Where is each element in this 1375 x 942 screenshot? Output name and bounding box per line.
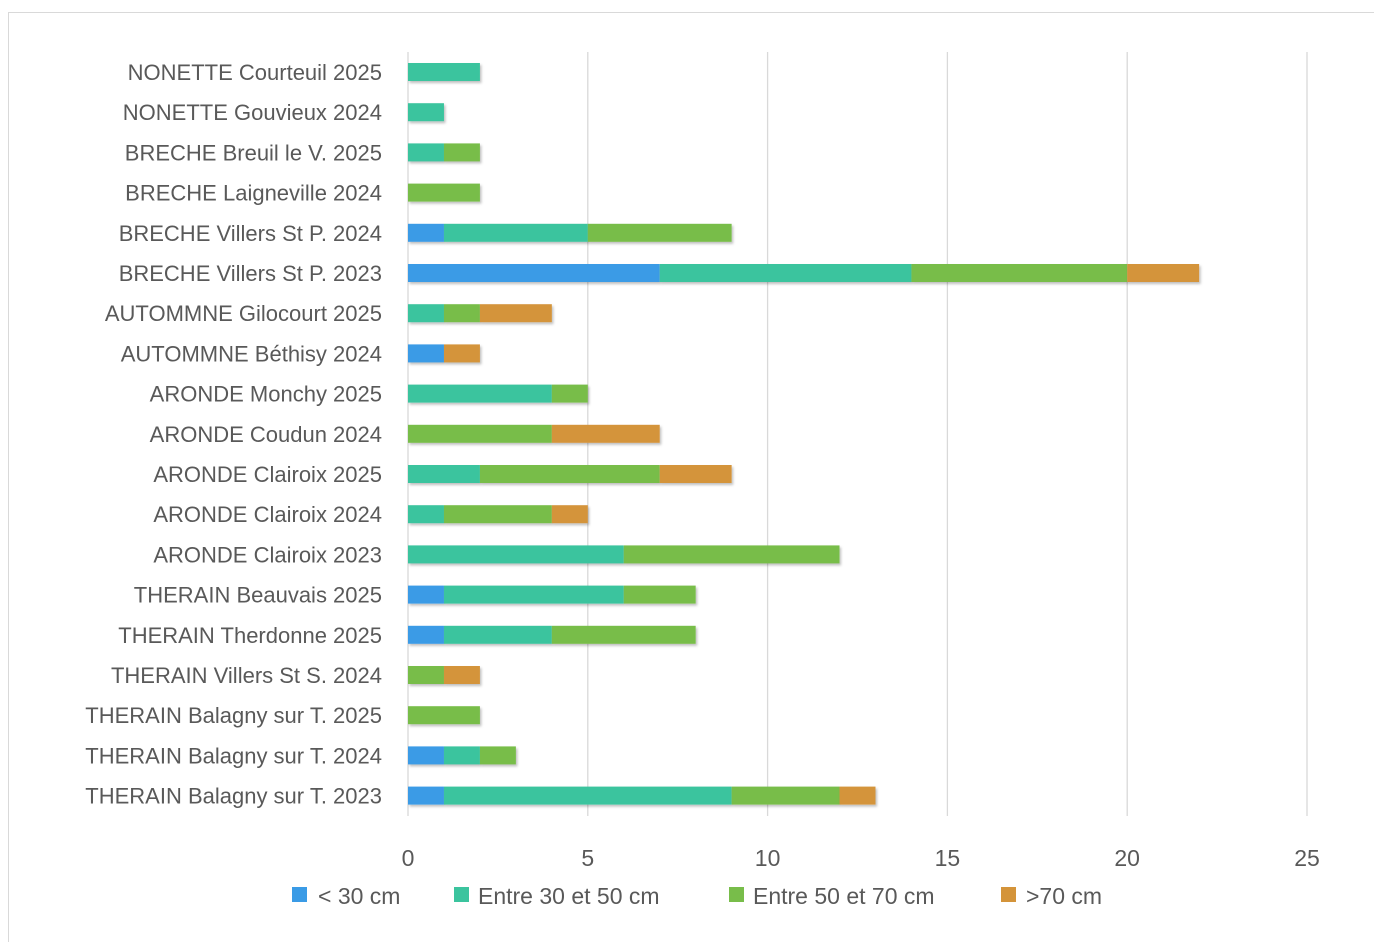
category-label: BRECHE Laigneville 2024 (125, 181, 382, 206)
bar-segment (408, 183, 480, 202)
bar-segment (479, 746, 516, 765)
category-label: BRECHE Villers St P. 2024 (119, 221, 382, 246)
category-label: NONETTE Courteuil 2025 (128, 60, 382, 85)
category-label: ARONDE Clairoix 2023 (153, 542, 382, 567)
legend-swatch (454, 887, 469, 902)
bar-segment (408, 143, 444, 162)
bar-segment (408, 63, 480, 81)
bar-segment (408, 424, 552, 443)
bar-segment (443, 625, 552, 644)
bar-segment (408, 706, 480, 725)
category-label: THERAIN Villers St S. 2024 (111, 663, 382, 688)
bar-segment (443, 304, 480, 323)
bar-segment (479, 465, 660, 483)
legend-label: < 30 cm (318, 883, 400, 909)
bar-segment (551, 625, 696, 644)
bar-segment (408, 384, 552, 403)
bar-segment (551, 505, 588, 524)
bar-segment (443, 344, 480, 363)
bar-segment (551, 424, 660, 443)
bar-segment (408, 344, 444, 363)
category-label: NONETTE Gouvieux 2024 (123, 100, 382, 125)
chart-frame (8, 12, 1374, 942)
bar-segment (479, 304, 552, 323)
bar-segment (659, 465, 732, 483)
bar-segment (408, 465, 480, 483)
bar-segment (839, 786, 876, 805)
x-tick-label: 10 (755, 845, 781, 871)
bar-segment (623, 585, 696, 604)
legend-swatch (729, 887, 744, 902)
bar-segment (623, 545, 840, 564)
bar-segment (443, 746, 480, 765)
bar-segment (443, 585, 624, 604)
x-axis-tick-labels: 0 5 10 15 20 25 (402, 845, 1320, 871)
bar-segment (408, 666, 444, 684)
legend-label: Entre 30 et 50 cm (478, 883, 660, 909)
bar-segment (408, 223, 444, 242)
bar-segment (443, 143, 480, 162)
bar-segment (551, 384, 588, 403)
category-label: BRECHE Breuil le V. 2025 (125, 140, 382, 165)
category-label: AUTOMMNE Gilocourt 2025 (105, 301, 382, 326)
x-tick-label: 5 (581, 845, 594, 871)
bar-segment (408, 103, 444, 122)
x-tick-label: 25 (1294, 845, 1320, 871)
category-label: ARONDE Clairoix 2025 (153, 462, 382, 487)
category-label: ARONDE Monchy 2025 (150, 382, 382, 407)
bar-segment (408, 264, 660, 282)
bar-segment (443, 223, 588, 242)
bar-segment (408, 505, 444, 524)
bar-segment (408, 786, 444, 805)
legend: < 30 cm Entre 30 et 50 cm Entre 50 et 70 c… (292, 883, 1102, 909)
bar-segment (731, 786, 840, 805)
legend-swatch (1001, 887, 1016, 902)
bar-segment (659, 264, 912, 282)
bar-segment (443, 666, 480, 684)
bars (408, 63, 1200, 805)
bar-segment (408, 545, 624, 564)
legend-swatch (292, 887, 307, 902)
bar-segment (408, 304, 444, 323)
bar-segment (408, 585, 444, 604)
x-tick-label: 15 (935, 845, 961, 871)
bar-segment (443, 786, 732, 805)
category-label: ARONDE Clairoix 2024 (153, 502, 382, 527)
x-tick-label: 0 (402, 845, 415, 871)
bar-segment (911, 264, 1128, 282)
category-label: THERAIN Beauvais 2025 (134, 583, 382, 608)
x-tick-label: 20 (1114, 845, 1140, 871)
bar-segment (587, 223, 732, 242)
category-label: BRECHE Villers St P. 2023 (119, 261, 382, 286)
category-label: THERAIN Therdonne 2025 (118, 623, 382, 648)
category-label: THERAIN Balagny sur T. 2023 (85, 784, 382, 809)
category-labels: NONETTE Courteuil 2025 NONETTE Gouvieux 2… (85, 60, 382, 809)
bar-segment (408, 746, 444, 765)
bar-segment (443, 505, 552, 524)
legend-label: Entre 50 et 70 cm (753, 883, 935, 909)
bar-segment (408, 625, 444, 644)
category-label: THERAIN Balagny sur T. 2024 (85, 743, 382, 768)
legend-label: >70 cm (1026, 883, 1102, 909)
category-label: AUTOMMNE Béthisy 2024 (121, 341, 382, 366)
bar-segment (1127, 264, 1200, 282)
category-label: THERAIN Balagny sur T. 2025 (85, 703, 382, 728)
category-label: ARONDE Coudun 2024 (150, 422, 382, 447)
